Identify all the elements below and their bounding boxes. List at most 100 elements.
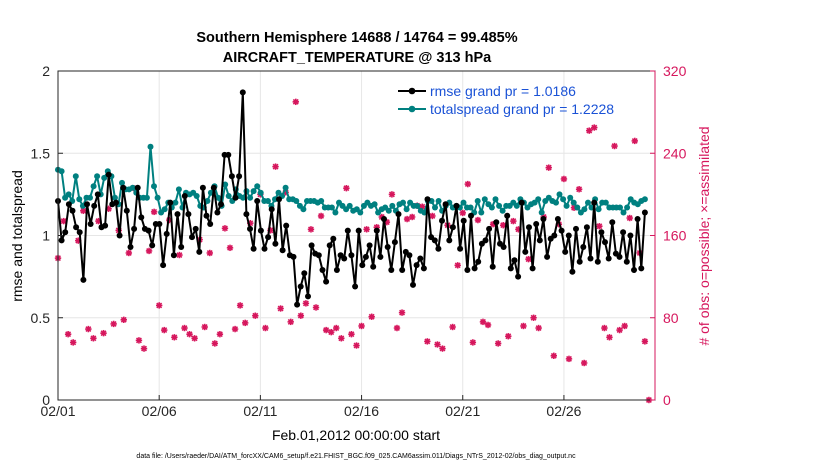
obs-point xyxy=(616,326,623,334)
obs-mark-d2 xyxy=(252,312,259,319)
totalspread-point xyxy=(87,194,93,201)
rmse-point xyxy=(254,198,261,204)
rmse-point xyxy=(576,258,583,265)
totalspread-point xyxy=(101,174,108,181)
obs-mark-d2 xyxy=(560,175,567,182)
totalspread-point xyxy=(129,184,136,191)
obs-point xyxy=(69,339,77,346)
obs-mark-d2 xyxy=(596,223,603,230)
rmse-point xyxy=(620,229,627,236)
chart-title-line2: AIRCRAFT_TEMPERATURE @ 313 hPa xyxy=(223,50,492,66)
rmse-point xyxy=(366,242,373,249)
rmse-point xyxy=(562,248,569,255)
rmse-point xyxy=(377,253,384,260)
totalspread-point xyxy=(488,204,495,211)
rmse-point xyxy=(435,245,442,252)
totalspread-point xyxy=(481,196,488,203)
obs-mark-d2 xyxy=(525,256,532,263)
totalspread-point xyxy=(581,206,588,213)
y-right-axis-label: # of obs: o=possible; ×=assimilated xyxy=(696,126,712,345)
rmse-point xyxy=(261,245,268,252)
totalspread-point xyxy=(435,198,442,204)
rmse-point xyxy=(395,211,402,218)
totalspread-point xyxy=(389,202,396,209)
totalspread-point xyxy=(492,196,499,203)
obs-mark-d2 xyxy=(292,98,299,105)
obs-point xyxy=(120,316,127,324)
totalspread-point xyxy=(90,183,97,190)
x-tick-label: 02/26 xyxy=(546,403,581,419)
totalspread-point xyxy=(496,202,503,209)
obs-mark-d2 xyxy=(576,186,583,193)
rmse-point xyxy=(131,225,138,232)
rmse-point xyxy=(468,212,474,219)
obs-point xyxy=(479,318,487,326)
obs-mark-d2 xyxy=(65,331,72,338)
obs-mark-d2 xyxy=(156,302,163,309)
obs-mark-d2 xyxy=(485,321,492,328)
rmse-point xyxy=(301,270,308,277)
totalspread-point xyxy=(570,199,577,206)
x-tick-label: 02/06 xyxy=(142,403,177,419)
totalspread-point xyxy=(175,186,182,193)
totalspread-point xyxy=(293,198,300,204)
rmse-point xyxy=(417,255,424,262)
obs-mark-d2 xyxy=(394,325,400,331)
rmse-point xyxy=(355,227,362,234)
rmse-point xyxy=(565,232,572,239)
totalspread-point xyxy=(172,199,179,206)
totalspread-point xyxy=(574,204,581,211)
obs-point xyxy=(580,359,588,367)
rmse-point xyxy=(105,171,112,178)
rmse-point xyxy=(62,229,69,236)
obs-mark-d2 xyxy=(191,335,198,342)
rmse-point xyxy=(290,253,297,260)
obs-point xyxy=(484,321,492,329)
rmse-point xyxy=(297,283,304,290)
obs-mark-d2 xyxy=(272,163,279,170)
obs-point xyxy=(631,137,638,145)
rmse-point xyxy=(580,244,587,250)
totalspread-point xyxy=(432,204,438,211)
obs-point xyxy=(398,309,406,316)
totalspread-point xyxy=(119,179,125,186)
obs-mark-d2 xyxy=(232,326,239,333)
obs-mark-d2 xyxy=(201,324,208,330)
rmse-point xyxy=(203,212,210,219)
obs-point xyxy=(626,214,633,222)
obs-point xyxy=(317,212,325,220)
obs-mark-d2 xyxy=(262,325,269,331)
totalspread-point xyxy=(478,209,485,216)
rmse-point xyxy=(330,235,337,242)
obs-mark-d2 xyxy=(328,329,335,336)
obs-point xyxy=(135,337,143,344)
rmse-point xyxy=(323,278,330,285)
rmse-point xyxy=(178,244,185,250)
totalspread-point xyxy=(282,184,289,191)
obs-mark-d2 xyxy=(343,185,350,192)
rmse-point xyxy=(573,225,579,232)
obs-mark-d2 xyxy=(611,143,618,150)
rmse-point xyxy=(192,225,199,232)
rmse-point xyxy=(399,267,406,273)
obs-mark-d2 xyxy=(277,305,284,312)
obs-point xyxy=(171,334,178,341)
totalspread-point xyxy=(222,181,229,188)
y-right-axis-ticks: 0 80 160 240 320 xyxy=(650,63,687,408)
rmse-point xyxy=(84,201,90,208)
rmse-point xyxy=(370,263,377,270)
chart-title-line1: Southern Hemisphere 14688 / 14764 = 99.4… xyxy=(196,30,517,46)
x-tick-label: 02/21 xyxy=(445,403,480,419)
obs-point xyxy=(333,324,340,332)
y-right-tick-label: 160 xyxy=(663,228,687,244)
obs-mark-d2 xyxy=(227,244,233,251)
obs-mark-d2 xyxy=(161,327,168,334)
obs-point xyxy=(586,127,593,134)
totalspread-point xyxy=(154,194,161,201)
totalspread-point xyxy=(76,196,83,203)
totalspread-point xyxy=(467,204,474,211)
obs-point xyxy=(292,98,299,106)
obs-mark-d2 xyxy=(404,216,411,223)
obs-point xyxy=(606,334,613,341)
